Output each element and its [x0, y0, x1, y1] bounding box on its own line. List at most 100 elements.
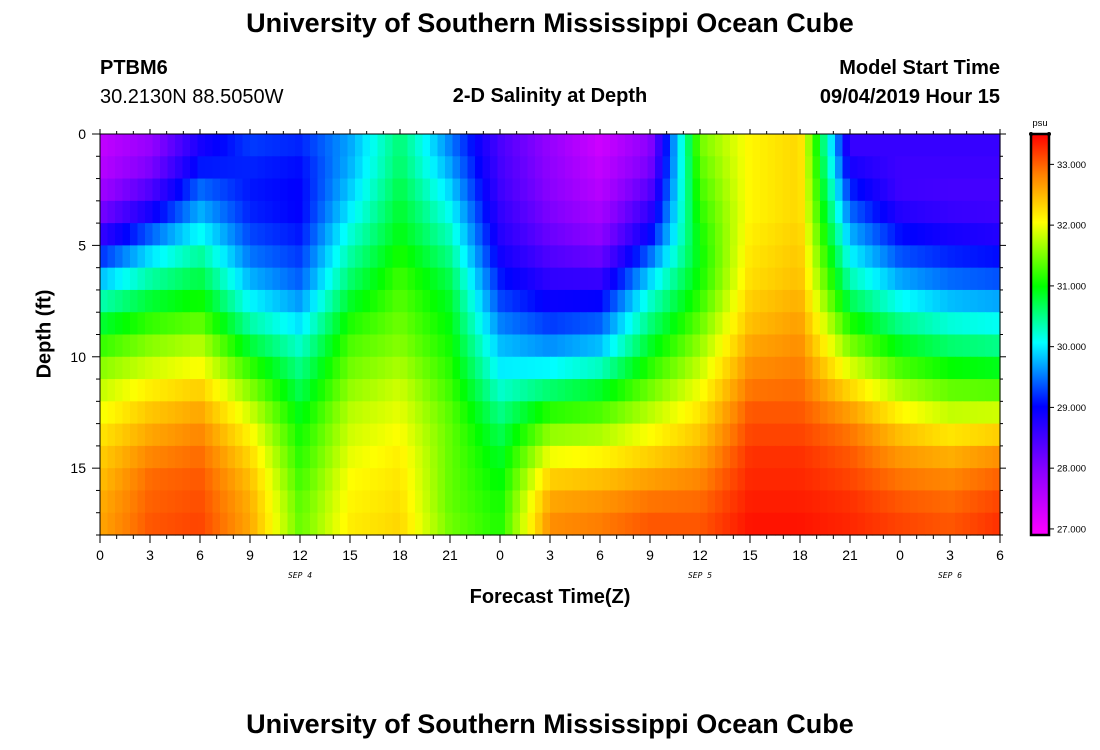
heatmap-cell: [647, 312, 656, 336]
heatmap-cell: [520, 134, 529, 157]
heatmap-cell: [812, 379, 821, 402]
heatmap-cell: [497, 379, 506, 402]
heatmap-cell: [415, 289, 424, 313]
heatmap-cell: [730, 223, 739, 246]
heatmap-cell: [917, 334, 926, 358]
heatmap-cell: [572, 156, 581, 180]
heatmap-cell: [137, 156, 146, 180]
heatmap-cell: [557, 423, 566, 447]
heatmap-cell: [332, 423, 341, 447]
heatmap-cell: [392, 200, 401, 224]
heatmap-cell: [302, 245, 311, 269]
heatmap-cell: [902, 401, 911, 425]
heatmap-cell: [820, 178, 829, 202]
heatmap-cell: [137, 200, 146, 224]
heatmap-cell: [272, 267, 281, 291]
heatmap-cell: [542, 356, 551, 380]
heatmap-cell: [520, 334, 529, 358]
heatmap-cell: [857, 312, 866, 336]
heatmap-cell: [872, 134, 881, 157]
heatmap-cell: [685, 423, 694, 447]
heatmap-cell: [332, 490, 341, 514]
heatmap-cell: [640, 312, 649, 336]
heatmap-cell: [272, 312, 281, 336]
heatmap-cell: [730, 289, 739, 313]
heatmap-cell: [737, 312, 746, 336]
heatmap-cell: [497, 223, 506, 246]
heatmap-cell: [235, 245, 244, 269]
heatmap-cell: [220, 379, 229, 402]
heatmap-cell: [917, 356, 926, 380]
heatmap-cell: [182, 312, 191, 336]
heatmap-cell: [962, 156, 971, 180]
heatmap-cell: [535, 223, 544, 246]
heatmap-cell: [475, 423, 484, 447]
heatmap-cell: [272, 356, 281, 380]
heatmap-cell: [107, 200, 116, 224]
heatmap-cell: [355, 223, 364, 246]
heatmap-cell: [122, 267, 131, 291]
heatmap-cell: [677, 200, 686, 224]
heatmap-cell: [520, 379, 529, 402]
heatmap-cell: [595, 445, 604, 469]
heatmap-cell: [632, 200, 641, 224]
heatmap-cell: [212, 267, 221, 291]
heatmap-cell: [655, 267, 664, 291]
heatmap-cell: [160, 423, 169, 447]
heatmap-cell: [235, 334, 244, 358]
heatmap-cell: [670, 312, 679, 336]
heatmap-cell: [565, 156, 574, 180]
heatmap-cell: [100, 379, 109, 402]
heatmap-cell: [107, 223, 116, 246]
heatmap-cell: [872, 401, 881, 425]
heatmap-cell: [475, 379, 484, 402]
heatmap-cell: [617, 134, 626, 157]
heatmap-cell: [317, 490, 326, 514]
heatmap-cell: [850, 490, 859, 514]
heatmap-cell: [257, 267, 266, 291]
heatmap-cell: [152, 490, 161, 514]
heatmap-cell: [910, 134, 919, 157]
heatmap-cell: [242, 379, 251, 402]
heatmap-cell: [925, 423, 934, 447]
heatmap-cell: [655, 468, 664, 492]
heatmap-cell: [535, 267, 544, 291]
heatmap-cell: [467, 401, 476, 425]
heatmap-cell: [220, 356, 229, 380]
heatmap-cell: [977, 289, 986, 313]
heatmap-cell: [580, 134, 589, 157]
heatmap-cell: [205, 156, 214, 180]
heatmap-cell: [835, 245, 844, 269]
heatmap-cell: [340, 423, 349, 447]
heatmap-cell: [602, 267, 611, 291]
heatmap-cell: [842, 200, 851, 224]
heatmap-cell: [242, 178, 251, 202]
heatmap-cell: [535, 423, 544, 447]
heatmap-cell: [520, 512, 529, 536]
heatmap-cell: [880, 445, 889, 469]
heatmap-cell: [325, 156, 334, 180]
heatmap-cell: [167, 445, 176, 469]
heatmap-cell: [332, 289, 341, 313]
heatmap-cell: [640, 245, 649, 269]
heatmap-cell: [835, 178, 844, 202]
heatmap-cell: [542, 223, 551, 246]
heatmap-cell: [932, 356, 941, 380]
heatmap-cell: [985, 289, 994, 313]
heatmap-cell: [805, 445, 814, 469]
heatmap-cell: [182, 267, 191, 291]
heatmap-cell: [700, 401, 709, 425]
heatmap-cell: [670, 223, 679, 246]
heatmap-cell: [385, 223, 394, 246]
heatmap-cell: [797, 267, 806, 291]
heatmap-cell: [152, 245, 161, 269]
heatmap-cell: [235, 156, 244, 180]
heatmap-cell: [415, 468, 424, 492]
heatmap-cell: [557, 312, 566, 336]
heatmap-cell: [580, 334, 589, 358]
heatmap-cell: [602, 156, 611, 180]
heatmap-cell: [280, 178, 289, 202]
heatmap-cell: [707, 490, 716, 514]
heatmap-cell: [482, 445, 491, 469]
heatmap-cell: [527, 156, 536, 180]
